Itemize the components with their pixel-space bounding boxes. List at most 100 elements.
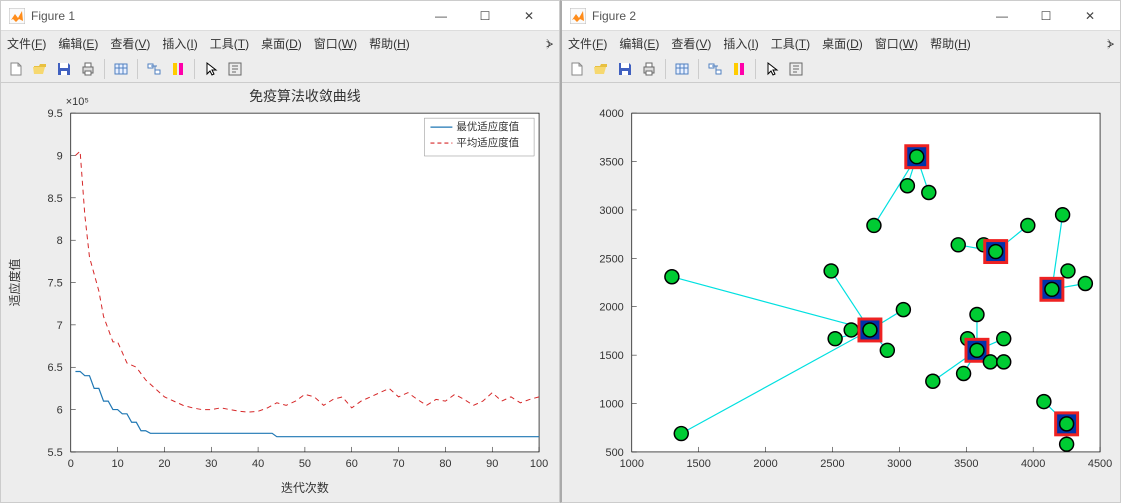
xtick-label: 4500 [1088, 458, 1112, 470]
menu-item[interactable]: 查看(V) [110, 35, 150, 52]
graph-node [970, 343, 984, 357]
ytick-label: 3500 [599, 157, 623, 169]
xtick-label: 3000 [887, 458, 911, 470]
legend-label: 平均适应度值 [456, 136, 519, 149]
menu-item[interactable]: 查看(V) [671, 35, 711, 52]
new-button[interactable] [5, 58, 27, 80]
ytick-label: 8 [57, 235, 63, 247]
figure-window: Figure 2—☐✕ 文件(F) 编辑(E) 查看(V) 插入(I) 工具(T) 桌面(D… [560, 0, 1121, 503]
menu-item[interactable]: 插入(I) [162, 35, 197, 52]
xtick-label: 1500 [686, 458, 710, 470]
menu-item[interactable]: 帮助(H) [369, 35, 410, 52]
graph-node [1060, 417, 1074, 431]
xtick-label: 1000 [620, 458, 644, 470]
graph-node [910, 150, 924, 164]
insert-button[interactable] [224, 58, 246, 80]
xlabel: 迭代次数 [281, 480, 329, 495]
xtick-label: 10 [111, 458, 123, 470]
graph-node [1021, 218, 1035, 232]
insert-button[interactable] [785, 58, 807, 80]
xtick-label: 4000 [1021, 458, 1045, 470]
menu-item[interactable]: 窗口(W) [314, 35, 357, 52]
maximize-button[interactable]: ☐ [463, 2, 507, 30]
graph-node [1060, 437, 1074, 451]
graph-node [989, 245, 1003, 259]
graph-node [983, 355, 997, 369]
cursor-button[interactable] [200, 58, 222, 80]
graph-node [1078, 277, 1092, 291]
xtick-label: 2000 [753, 458, 777, 470]
maximize-button[interactable]: ☐ [1024, 2, 1068, 30]
menu-item[interactable]: 文件(F) [568, 35, 607, 52]
graph-node [922, 186, 936, 200]
data-button[interactable] [110, 58, 132, 80]
separator [755, 59, 756, 79]
print-button[interactable] [638, 58, 660, 80]
menu-item[interactable]: 帮助(H) [930, 35, 971, 52]
menu-item[interactable]: 插入(I) [723, 35, 758, 52]
graph-node [951, 238, 965, 252]
graph-node [970, 308, 984, 322]
link-button[interactable] [704, 58, 726, 80]
menu-chevron-icon[interactable]: ⦔ [546, 36, 553, 51]
menu-item[interactable]: 编辑(E) [58, 35, 98, 52]
titlebar: Figure 2—☐✕ [562, 1, 1120, 31]
xtick-label: 70 [392, 458, 404, 470]
graph-node [900, 179, 914, 193]
chart-title: 免疫算法收敛曲线 [249, 88, 361, 104]
ytick-label: 2000 [599, 302, 623, 314]
graph-node [1045, 282, 1059, 296]
ytick-label: 7.5 [48, 278, 63, 290]
open-button[interactable] [590, 58, 612, 80]
matlab-logo-icon [9, 8, 25, 24]
menu-item[interactable]: 工具(T) [210, 35, 249, 52]
minimize-button[interactable]: — [419, 2, 463, 30]
xtick-label: 50 [299, 458, 311, 470]
ytick-label: 9 [57, 150, 63, 162]
cursor-button[interactable] [761, 58, 783, 80]
print-button[interactable] [77, 58, 99, 80]
menu-item[interactable]: 桌面(D) [261, 35, 302, 52]
ytick-label: 6.5 [48, 362, 63, 374]
xtick-label: 0 [68, 458, 74, 470]
colorbar-button[interactable] [728, 58, 750, 80]
y-exponent: ×10⁵ [66, 96, 89, 108]
minimize-button[interactable]: — [980, 2, 1024, 30]
separator [137, 59, 138, 79]
xtick-label: 30 [205, 458, 217, 470]
close-button[interactable]: ✕ [507, 2, 551, 30]
graph-node [896, 303, 910, 317]
menu-item[interactable]: 编辑(E) [619, 35, 659, 52]
graph-node [1061, 264, 1075, 278]
colorbar-button[interactable] [167, 58, 189, 80]
xtick-label: 100 [530, 458, 548, 470]
open-button[interactable] [29, 58, 51, 80]
xtick-label: 90 [486, 458, 498, 470]
menu-chevron-icon[interactable]: ⦔ [1107, 36, 1114, 51]
graph-node [1037, 395, 1051, 409]
graph-node [828, 332, 842, 346]
new-button[interactable] [566, 58, 588, 80]
ytick-label: 1500 [599, 350, 623, 362]
ytick-label: 8.5 [48, 193, 63, 205]
ytick-label: 7 [57, 320, 63, 332]
separator [104, 59, 105, 79]
ytick-label: 4000 [599, 108, 623, 120]
close-button[interactable]: ✕ [1068, 2, 1112, 30]
save-button[interactable] [53, 58, 75, 80]
xtick-label: 3500 [954, 458, 978, 470]
window-title: Figure 1 [31, 9, 419, 23]
data-button[interactable] [671, 58, 693, 80]
menu-item[interactable]: 工具(T) [771, 35, 810, 52]
save-button[interactable] [614, 58, 636, 80]
ytick-label: 6 [57, 405, 63, 417]
menu-item[interactable]: 窗口(W) [875, 35, 918, 52]
xtick-label: 60 [346, 458, 358, 470]
legend-label: 最优适应度值 [456, 120, 519, 133]
menu-item[interactable]: 桌面(D) [822, 35, 863, 52]
graph-node [674, 427, 688, 441]
graph-node [863, 323, 877, 337]
link-button[interactable] [143, 58, 165, 80]
menu-item[interactable]: 文件(F) [7, 35, 46, 52]
toolbar [1, 55, 559, 83]
